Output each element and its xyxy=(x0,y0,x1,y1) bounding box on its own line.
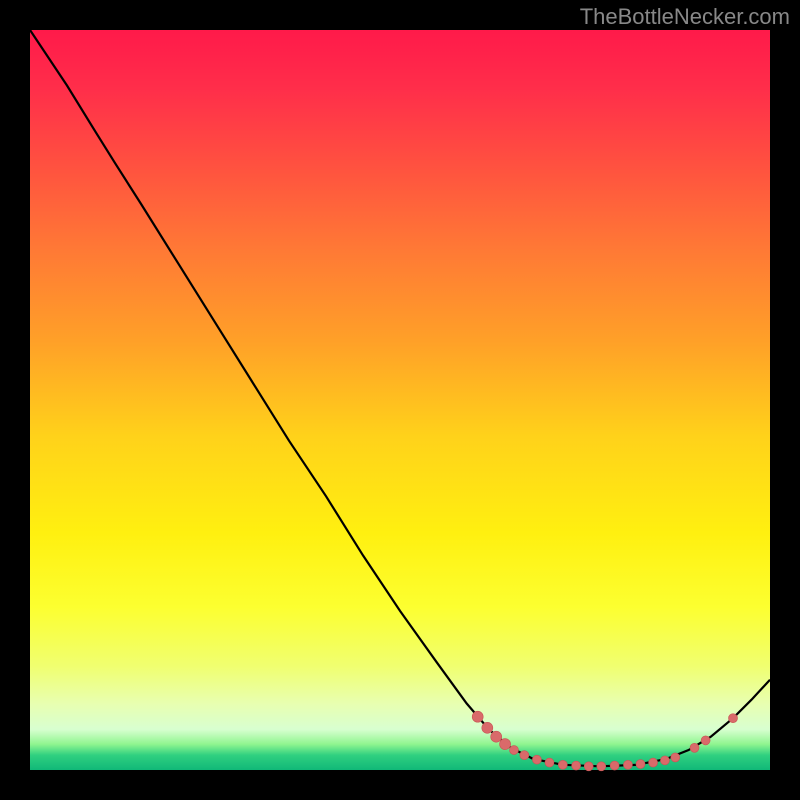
data-marker xyxy=(597,762,606,771)
data-marker xyxy=(558,760,567,769)
bottleneck-chart xyxy=(0,0,800,800)
data-marker xyxy=(545,758,554,767)
data-marker xyxy=(649,758,658,767)
data-marker xyxy=(729,714,738,723)
data-marker xyxy=(584,762,593,771)
chart-container: TheBottleNecker.com xyxy=(0,0,800,800)
data-marker xyxy=(532,755,541,764)
data-marker xyxy=(472,711,483,722)
plot-background xyxy=(30,30,770,770)
data-marker xyxy=(572,761,581,770)
data-marker xyxy=(636,760,645,769)
data-marker xyxy=(623,760,632,769)
data-marker xyxy=(610,761,619,770)
data-marker xyxy=(701,736,710,745)
data-marker xyxy=(482,722,493,733)
data-marker xyxy=(500,739,511,750)
data-marker xyxy=(671,753,680,762)
data-marker xyxy=(660,756,669,765)
data-marker xyxy=(690,743,699,752)
data-marker xyxy=(509,746,518,755)
data-marker xyxy=(520,751,529,760)
data-marker xyxy=(491,731,502,742)
watermark-label: TheBottleNecker.com xyxy=(580,4,790,30)
